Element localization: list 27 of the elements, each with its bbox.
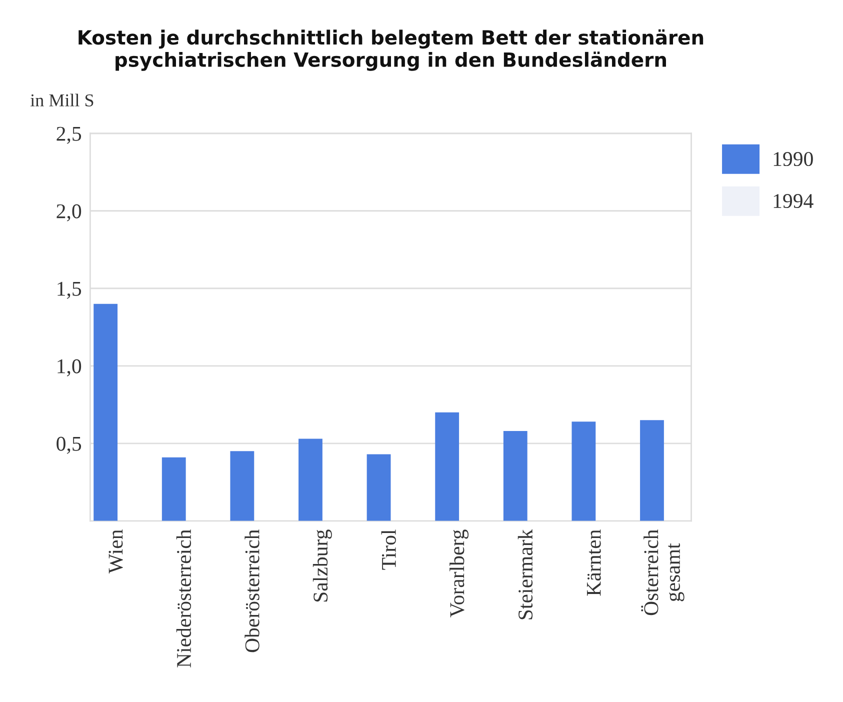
y-tick-label: 2,0 [56, 204, 82, 222]
y-tick-label: 2,5 [56, 126, 82, 144]
bar [572, 422, 596, 521]
y-tick-label: 1,5 [58, 282, 82, 299]
legend-label: 1994 [774, 194, 814, 208]
bar [94, 304, 118, 521]
bar [503, 430, 528, 521]
y-axis-title: in Mill S [30, 94, 94, 106]
bar [366, 454, 391, 521]
x-tick-label: Oberösterreich [244, 529, 260, 652]
legend-label: 1990 [774, 152, 813, 166]
x-tick-label: Kärnten [587, 530, 601, 596]
y-tick-label: 1,0 [58, 359, 82, 376]
y-tick-label: 0,5 [56, 436, 82, 454]
x-tick-label: Tirol [381, 530, 396, 570]
bar [298, 438, 322, 521]
bar [640, 420, 664, 521]
bar [435, 412, 460, 521]
bar [162, 457, 186, 521]
x-tick-label: Österreich gesamt [641, 529, 684, 616]
chart-title: Kosten je durchschnittlich belegtem Bett der stationären psychiatrischen Versorgung in den Bundesländern [78, 29, 704, 71]
x-tick-label: Steiermark [518, 529, 533, 620]
x-tick-label: Vorarlberg [450, 530, 469, 618]
x-tick-label: Niederösterreich [176, 529, 192, 668]
bar [230, 451, 254, 521]
x-tick-label: Salzburg [312, 530, 332, 602]
x-tick-label: Wien [108, 530, 123, 574]
